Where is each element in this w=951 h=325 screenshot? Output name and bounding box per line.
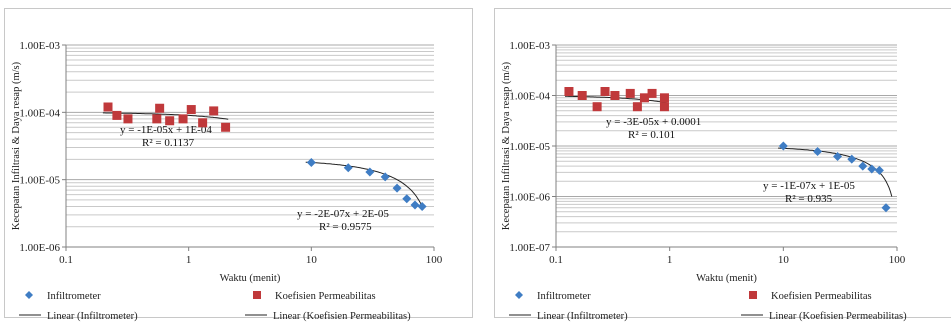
chart-panel-left: 0.1 1 10 100 1.00E-06 1.00E-05 1.00E-04 1.00E-0…	[4, 8, 473, 322]
trendline-r2: R² = 0.1137	[142, 137, 195, 149]
data-point	[625, 88, 635, 98]
x-tick-label: 10	[778, 254, 790, 266]
series-permeabilitas	[103, 102, 231, 132]
legend-label-infiltrometer: Infiltrometer	[47, 291, 101, 302]
data-point	[123, 114, 133, 124]
trendline-infiltrometer	[305, 161, 424, 210]
legend-label-linear-infiltrometer: Linear (Infiltrometer)	[47, 311, 138, 322]
y-tick-label: 1.00E-05	[509, 141, 550, 153]
y-tick-label: 1.00E-07	[509, 242, 550, 254]
data-point	[343, 163, 353, 173]
data-point	[380, 172, 390, 182]
x-tick-label: 1	[186, 254, 192, 266]
x-tick-label: 100	[889, 254, 906, 266]
data-point	[867, 164, 877, 174]
trendline-r2: R² = 0.101	[628, 129, 675, 141]
data-point	[155, 103, 165, 113]
data-point	[858, 161, 868, 171]
y-tick-label: 1.00E-03	[509, 40, 550, 52]
y-axis-title: Kecepatan Infiltrasi & Daya resap (m/s)	[501, 61, 512, 230]
data-point	[881, 203, 891, 213]
y-tick-label: 1.00E-06	[509, 192, 550, 204]
data-point	[564, 87, 574, 97]
chart-panel-right: 0.1 1 10 100 1.00E-07 1.00E-06 1.00E-05 1.00E-0…	[494, 8, 951, 322]
data-point	[152, 114, 162, 124]
x-tick-label: 1	[667, 254, 673, 266]
data-point	[659, 93, 669, 103]
series-infiltrometer	[778, 141, 891, 213]
gridlines	[556, 44, 897, 248]
data-point	[186, 105, 196, 115]
legend-label-linear-infiltrometer: Linear (Infiltrometer)	[537, 311, 628, 322]
data-point	[639, 93, 649, 103]
data-point	[103, 102, 113, 112]
data-point	[306, 157, 316, 167]
y-axis-title: Kecepatan Infiltrasi & Daya resap (m/s)	[11, 61, 22, 230]
chart-right: 0.1 1 10 100 1.00E-07 1.00E-06 1.00E-05 1.00E-0…	[501, 40, 907, 322]
data-point	[392, 183, 402, 193]
legend-marker-infiltrometer	[25, 291, 33, 299]
trendline-permeabilitas	[102, 112, 229, 120]
data-point	[209, 106, 219, 116]
series-permeabilitas	[564, 87, 669, 112]
x-tick-label: 10	[306, 254, 318, 266]
data-point	[417, 201, 427, 211]
data-point	[365, 167, 375, 177]
data-point	[610, 91, 620, 100]
data-point	[778, 141, 788, 151]
data-point	[221, 122, 231, 132]
trendline-equation: y = -3E-05x + 0.0001	[606, 116, 701, 128]
x-tick-label: 100	[426, 254, 443, 266]
data-point	[833, 151, 843, 161]
data-point	[198, 118, 208, 128]
data-point	[647, 88, 657, 98]
trendline-equation: y = -1E-05x + 1E-04	[120, 124, 212, 136]
legend: Infiltrometer Koefisien Permeabilitas Line…	[509, 291, 907, 322]
legend-marker-infiltrometer	[515, 291, 523, 299]
series-infiltrometer	[306, 157, 427, 211]
x-axis-title: Waktu (menit)	[220, 273, 281, 284]
legend: Infiltrometer Koefisien Permeabilitas Line…	[19, 291, 411, 322]
y-tick-label: 1.00E-03	[19, 40, 60, 52]
data-point	[659, 102, 669, 112]
x-tick-label: 0.1	[59, 254, 73, 266]
data-point	[632, 102, 642, 112]
legend-label-linear-permeabilitas: Linear (Koefisien Permeabilitas)	[769, 311, 907, 322]
legend-label-permeabilitas: Koefisien Permeabilitas	[771, 291, 872, 302]
trendline-equation: y = -1E-07x + 1E-05	[763, 180, 855, 192]
trendline-equation: y = -2E-07x + 2E-05	[297, 208, 389, 220]
data-point	[592, 102, 602, 112]
data-point	[813, 146, 823, 156]
data-point	[577, 91, 587, 100]
gridlines	[66, 44, 434, 248]
y-tick-label: 1.00E-05	[19, 175, 60, 187]
x-axis-title: Waktu (menit)	[696, 273, 757, 284]
legend-label-permeabilitas: Koefisien Permeabilitas	[275, 291, 376, 302]
data-point	[402, 194, 412, 204]
y-tick-label: 1.00E-06	[19, 242, 60, 254]
trendline-r2: R² = 0.9575	[319, 221, 372, 233]
chart-left: 0.1 1 10 100 1.00E-06 1.00E-05 1.00E-04 1.00E-0…	[11, 40, 443, 322]
data-point	[112, 110, 122, 120]
legend-marker-permeabilitas	[253, 291, 261, 299]
legend-label-infiltrometer: Infiltrometer	[537, 291, 591, 302]
data-point	[874, 165, 884, 175]
legend-label-linear-permeabilitas: Linear (Koefisien Permeabilitas)	[273, 311, 411, 322]
data-point	[178, 114, 188, 124]
data-point	[600, 87, 610, 97]
y-tick-label: 1.00E-04	[509, 91, 550, 103]
y-tick-label: 1.00E-04	[19, 107, 60, 119]
trendline-r2: R² = 0.935	[785, 193, 833, 205]
data-point	[165, 116, 175, 126]
data-point	[847, 154, 857, 164]
x-tick-label: 0.1	[549, 254, 563, 266]
data-point	[410, 200, 420, 210]
legend-marker-permeabilitas	[749, 291, 757, 299]
